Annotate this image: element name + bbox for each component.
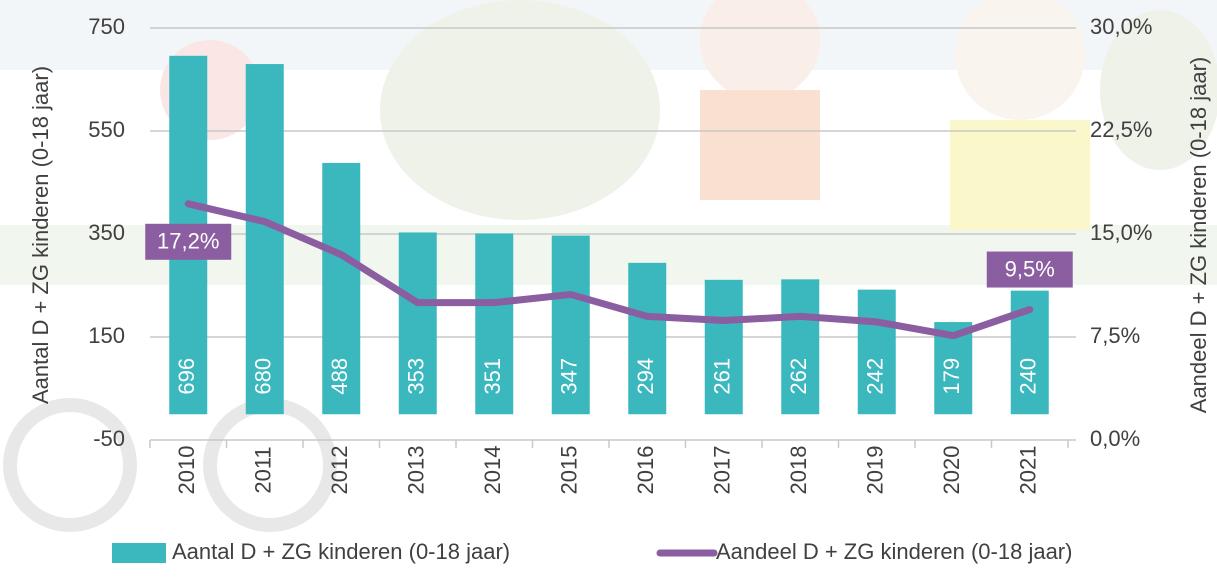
x-tick-label: 2017	[710, 446, 735, 495]
bar	[475, 233, 514, 415]
bar-value-label: 680	[251, 358, 276, 395]
line-value-label: 9,5%	[986, 251, 1073, 288]
line	[184, 200, 1034, 340]
legend-swatch	[112, 543, 166, 563]
bar-value-label: 488	[327, 358, 352, 395]
y2-axis-title: Aandeel D + ZG kinderen (0-18 jaar)	[1186, 57, 1211, 413]
x-tick-label: 2012	[327, 446, 352, 495]
bar-value-label: 294	[633, 358, 658, 395]
y2-tick-label: 15,0%	[1090, 220, 1152, 245]
bar	[857, 289, 896, 415]
label-box	[986, 251, 1073, 288]
y-tick-label: 550	[88, 117, 125, 142]
label-box	[145, 223, 232, 260]
x-tick-label: 2011	[251, 446, 276, 493]
bar-value-label: 179	[939, 358, 964, 395]
bar-value-label: 347	[557, 358, 582, 395]
bar-value-label: 696	[174, 358, 199, 395]
line-value-label-text: 17,2%	[157, 229, 219, 254]
y2-tick-label: 7,5%	[1090, 323, 1140, 348]
legend-label: Aandeel D + ZG kinderen (0-18 jaar)	[716, 539, 1072, 564]
y2-tick-label: 22,5%	[1090, 117, 1152, 142]
bar	[245, 64, 284, 415]
y-axis-title: Aantal D + ZG kinderen (0-18 jaar)	[28, 66, 53, 404]
x-tick-label: 2018	[786, 446, 811, 495]
line-value-label-text: 9,5%	[1005, 256, 1055, 281]
bar	[551, 235, 590, 415]
x-tick-label: 2019	[863, 446, 888, 495]
x-tick-label: 2016	[633, 446, 658, 495]
bar-value-label: 262	[786, 358, 811, 395]
y2-tick-label: 0,0%	[1090, 426, 1140, 451]
x-tick-label: 2013	[404, 446, 429, 495]
x-tick-label: 2021	[1016, 446, 1041, 495]
x-tick-label: 2015	[557, 446, 582, 495]
bar	[628, 262, 667, 415]
x-tick-label: 2010	[174, 446, 199, 495]
y-tick-label: 750	[88, 14, 125, 39]
bar	[781, 279, 820, 415]
line-value-label: 17,2%	[145, 223, 232, 260]
y-tick-label: 350	[88, 220, 125, 245]
bar-value-label: 353	[404, 358, 429, 395]
bar	[398, 232, 437, 415]
y-tick-label: -50	[93, 426, 125, 451]
bar	[322, 162, 361, 415]
bar	[704, 279, 743, 415]
legend-label: Aantal D + ZG kinderen (0-18 jaar)	[172, 539, 510, 564]
bar-value-label: 351	[480, 358, 505, 395]
bar-value-label: 261	[710, 358, 735, 395]
bar-value-label: 240	[1016, 358, 1041, 395]
y-tick-label: 150	[88, 323, 125, 348]
x-tick-label: 2014	[480, 446, 505, 495]
y2-tick-label: 30,0%	[1090, 14, 1152, 39]
bar-value-label: 242	[863, 358, 888, 395]
x-tick-label: 2020	[939, 446, 964, 495]
